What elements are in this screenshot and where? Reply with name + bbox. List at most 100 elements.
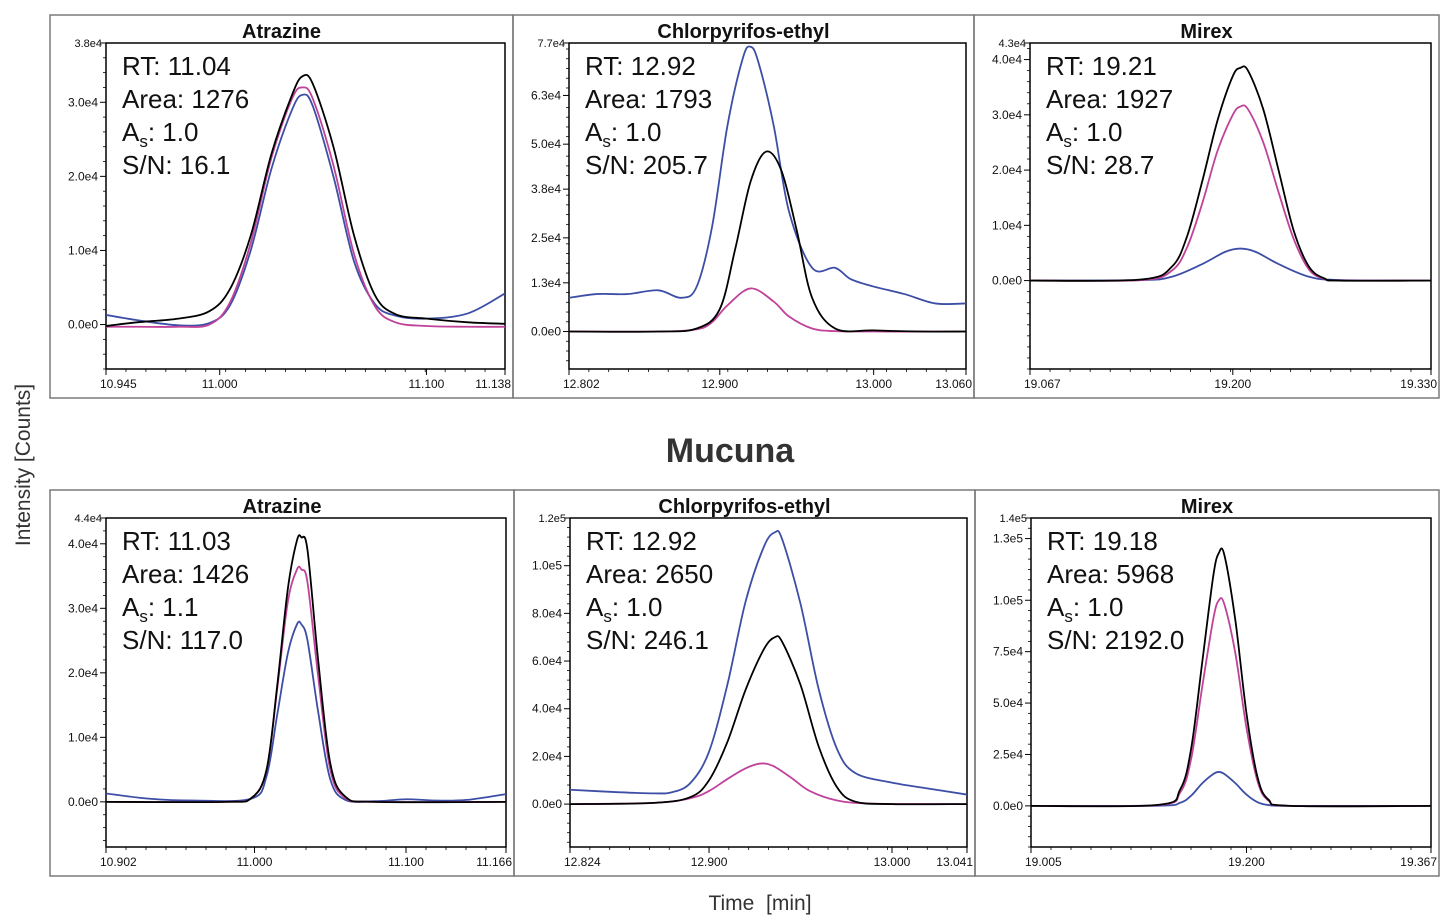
y-tick-label: 0.0e0: [532, 797, 562, 811]
x-tick-label: 12.900: [701, 377, 738, 391]
asymmetry-value: : 1.0: [611, 117, 662, 147]
y-tick-label: 1.0e4: [68, 243, 98, 257]
series-line-3: [1031, 771, 1431, 807]
asymmetry-subscript: s: [139, 132, 148, 151]
series-line-2: [1030, 104, 1431, 282]
y-tick-label: 2.5e4: [531, 231, 561, 245]
series-line-1: [569, 150, 966, 333]
y-axis-label: Intensity [Counts]: [12, 384, 35, 546]
annotation-asymmetry: As: 1.0: [122, 117, 198, 151]
x-tick-label: 12.900: [691, 855, 728, 869]
asymmetry-subscript: s: [602, 132, 611, 151]
asymmetry-subscript: s: [1064, 607, 1073, 626]
x-tick-label: 12.802: [563, 377, 600, 391]
x-tick-label: 19.067: [1024, 377, 1061, 391]
x-tick-label: 19.200: [1228, 855, 1265, 869]
annotation-sn: S/N: 2192.0: [1047, 625, 1184, 655]
panel-frame: [974, 489, 1440, 877]
annotation-rt: RT: 12.92: [585, 51, 696, 81]
series-group: [570, 530, 967, 806]
annotation-asymmetry: As: 1.1: [122, 592, 198, 626]
y-tick-label: 8.0e4: [532, 606, 562, 620]
x-tick-label: 13.041: [936, 855, 973, 869]
y-tick-label: 1.3e5: [993, 532, 1023, 546]
chart-panel-5: Chlorpyrifos-ethyl 1.2e5 0.0e0 2.0e4 4.0e4 6.…: [513, 489, 976, 877]
plot-area: [1029, 42, 1432, 370]
panel-frame: [973, 14, 1440, 399]
series-group: [106, 73, 505, 328]
chart-panel-3: Mirex 4.3e4 0.0e0 1.0e4 2.0e4 3.0e4 4.0e4 19.06…: [973, 14, 1440, 399]
annotation-sn: S/N: 28.7: [1046, 150, 1154, 180]
y-tick-label: 3.0e4: [992, 108, 1022, 122]
y-tick-label: 3.0e4: [68, 95, 98, 109]
asymmetry-subscript: s: [139, 607, 148, 626]
x-tick-label: 12.824: [564, 855, 601, 869]
x-tick-label: 10.945: [100, 377, 137, 391]
x-tick-label: 19.200: [1214, 377, 1251, 391]
series-line-3: [570, 530, 967, 796]
annotation-asymmetry: As: 1.0: [1046, 117, 1122, 151]
panel-title: Mirex: [1180, 21, 1232, 43]
x-axis-label: Time [min]: [708, 892, 811, 915]
asymmetry-value: : 1.1: [148, 592, 199, 622]
asymmetry-letter: A: [586, 592, 604, 622]
y-tick-label: 3.8e4: [531, 182, 561, 196]
y-tick-label: 4.0e4: [532, 702, 562, 716]
asymmetry-letter: A: [585, 117, 603, 147]
annotation-sn: S/N: 246.1: [586, 625, 709, 655]
series-line-3: [1030, 247, 1431, 282]
x-tick-label: 11.000: [237, 855, 273, 869]
x-tick-label: 11.166: [476, 855, 512, 869]
y-axis-max-label: 3.8e4: [74, 38, 102, 50]
asymmetry-subscript: s: [603, 607, 612, 626]
plot-area: [1030, 517, 1432, 848]
annotation-rt: RT: 11.04: [122, 51, 231, 81]
series-line-2: [570, 762, 967, 805]
annotation-asymmetry: As: 1.0: [585, 117, 661, 151]
y-tick-label: 1.0e4: [68, 730, 98, 744]
y-tick-label: 6.0e4: [532, 654, 562, 668]
y-axis-max-label: 1.4e5: [999, 513, 1027, 525]
asymmetry-value: : 1.0: [1072, 117, 1123, 147]
x-tick-label: 11.138: [475, 377, 511, 391]
panel-title: Mirex: [1181, 496, 1233, 518]
y-tick-label: 0.0e0: [531, 325, 561, 339]
series-group: [569, 45, 966, 333]
y-tick-label: 2.0e4: [532, 749, 562, 763]
series-line-1: [106, 73, 505, 327]
x-tick-label: 19.005: [1025, 855, 1062, 869]
x-tick-label: 10.902: [100, 855, 137, 869]
x-tick-label: 13.000: [874, 855, 911, 869]
y-tick-label: 0.0e0: [992, 274, 1022, 288]
annotation-rt: RT: 11.03: [122, 526, 231, 556]
series-line-2: [106, 86, 505, 328]
y-tick-label: 0.0e0: [68, 318, 98, 332]
chart-panel-2: Chlorpyrifos-ethyl 7.7e4 0.0e0 1.3e4 2.5e4 3.…: [512, 14, 975, 399]
annotation-rt: RT: 19.21: [1046, 51, 1157, 81]
y-tick-label: 1.3e4: [531, 276, 561, 290]
x-tick-label: 11.100: [409, 377, 445, 391]
panels-group: Atrazine 3.8e4 0.0e0 1.0e4 2.0e4 3.0e4 10.945 1…: [49, 14, 1440, 877]
asymmetry-value: : 1.0: [148, 117, 199, 147]
y-tick-label: 3.0e4: [68, 601, 98, 615]
series-line-3: [106, 93, 505, 327]
annotation-asymmetry: As: 1.0: [586, 592, 662, 626]
series-line-1: [570, 635, 967, 806]
annotation-rt: RT: 12.92: [586, 526, 697, 556]
chart-panel-4: Atrazine 4.4e4 0.0e0 1.0e4 2.0e4 3.0e4 4.0e4 10…: [49, 489, 515, 877]
y-tick-label: 0.0e0: [68, 795, 98, 809]
x-tick-label: 11.100: [388, 855, 424, 869]
series-line-1: [106, 534, 506, 804]
x-tick-label: 19.330: [1400, 377, 1437, 391]
y-tick-label: 2.5e4: [993, 747, 1023, 761]
x-tick-label: 13.060: [935, 377, 972, 391]
series-group: [1030, 65, 1431, 282]
annotation-area: Area: 1426: [122, 559, 249, 589]
panel-title: Chlorpyrifos-ethyl: [657, 21, 829, 43]
y-tick-label: 1.0e5: [532, 559, 562, 573]
y-tick-label: 1.0e5: [993, 593, 1023, 607]
chart-panel-1: Atrazine 3.8e4 0.0e0 1.0e4 2.0e4 3.0e4 10.945 1…: [49, 14, 514, 399]
y-tick-label: 5.0e4: [993, 696, 1023, 710]
asymmetry-letter: A: [1047, 592, 1065, 622]
